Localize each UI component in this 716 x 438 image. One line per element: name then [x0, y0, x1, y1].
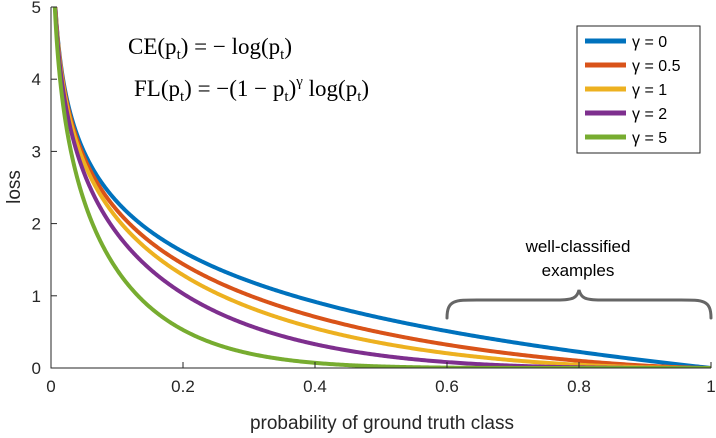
- x-tick-label: 0: [46, 377, 55, 396]
- ce-equation: CE(pt) = − log(pt): [128, 34, 292, 63]
- y-tick-label: 4: [32, 70, 41, 89]
- x-tick-label: 0.8: [567, 377, 591, 396]
- x-tick-label: 0.6: [435, 377, 459, 396]
- legend-label: γ = 0: [632, 34, 667, 51]
- y-axis-label: loss: [4, 170, 25, 204]
- annotation-line2: examples: [542, 261, 615, 280]
- annotation-bracket: [445, 289, 713, 320]
- axes-layer: 0 0.2 0.4 0.6 0.8 1 0 1 2 3 4 5: [32, 0, 716, 396]
- legend-label: γ = 1: [632, 82, 667, 99]
- series-line-gamma-2: [53, 7, 711, 368]
- legend: γ = 0 γ = 0.5 γ = 1 γ = 2 γ = 5: [576, 25, 701, 154]
- series-layer: [52, 7, 711, 368]
- annotation-line1: well-classified: [525, 237, 631, 256]
- legend-label: γ = 5: [632, 130, 667, 147]
- well-classified-annotation: well-classified examples: [445, 237, 713, 320]
- legend-box: [576, 25, 701, 154]
- x-tick-label: 1: [706, 377, 715, 396]
- y-tick-label: 3: [32, 142, 41, 161]
- x-tick-label: 0.4: [303, 377, 327, 396]
- x-tick-label: 0.2: [171, 377, 195, 396]
- x-axis-label: probability of ground truth class: [250, 413, 514, 434]
- fl-equation: FL(pt) = −(1 − pt)γ log(pt): [134, 74, 369, 105]
- legend-label: γ = 2: [632, 106, 667, 123]
- y-tick-label: 5: [32, 0, 41, 17]
- y-tick-label: 1: [32, 287, 41, 306]
- y-tick-label: 0: [32, 359, 41, 378]
- y-tick-label: 2: [32, 215, 41, 234]
- legend-label: γ = 0.5: [632, 58, 681, 75]
